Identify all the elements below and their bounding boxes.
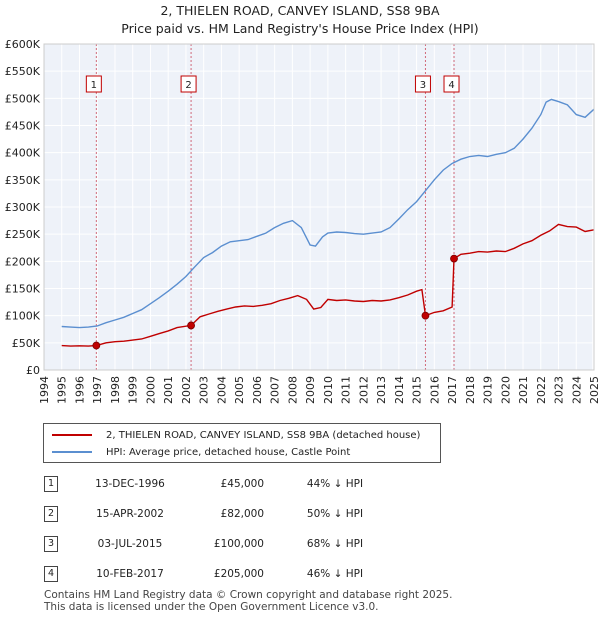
x-tick-label: 2022 (535, 376, 548, 404)
y-tick-label: £500K (5, 92, 41, 105)
x-tick-label: 2015 (411, 376, 424, 404)
sale-point (187, 321, 195, 330)
x-tick-label: 2007 (269, 376, 282, 404)
x-tick-label: 1998 (109, 376, 122, 404)
price-chart: £0 £50K £100K £150K £200K £250K £300K £350K £400… (5, 38, 600, 404)
sale-row: 3 03-JUL-2015 £100,000 68% ↓ HPI (40, 536, 560, 554)
sale-price: £205,000 (213, 568, 264, 580)
footer: Contains HM Land Registry data © Crown c… (44, 589, 452, 613)
sale-number: 2 (44, 506, 58, 522)
sale-marker-box (414, 75, 431, 93)
x-tick-label: 2009 (304, 376, 317, 404)
y-tick-label: £450K (5, 120, 41, 133)
sale-point (92, 341, 101, 350)
sale-price: £82,000 (220, 508, 264, 520)
y-tick-label: £150K (5, 283, 41, 296)
legend: 2, THIELEN ROAD, CANVEY ISLAND, SS8 9BA … (43, 423, 441, 463)
x-tick-label: 2017 (446, 376, 459, 404)
y-tick-label: £550K (5, 65, 41, 78)
sale-point (421, 311, 430, 320)
y-tick-label: £200K (5, 255, 41, 268)
x-tick-label: 2014 (393, 376, 406, 404)
legend-label-property: 2, THIELEN ROAD, CANVEY ISLAND, SS8 9BA … (106, 429, 421, 441)
sale-marker-box (443, 75, 460, 93)
y-tick-label: £300K (5, 201, 41, 214)
x-tick-label: 2005 (233, 376, 246, 404)
x-tick-label: 2000 (144, 376, 157, 404)
legend-item-hpi: HPI: Average price, detached house, Cast… (52, 444, 350, 460)
x-tick-label: 2001 (162, 376, 175, 404)
sale-hpi-diff: 68% ↓ HPI (306, 538, 364, 550)
x-tick-label: 2008 (286, 376, 299, 404)
x-tick-label: 2003 (198, 376, 211, 404)
x-tick-label: 1999 (127, 376, 140, 404)
y-tick-label: £600K (5, 38, 41, 51)
y-tick-label: £250K (5, 228, 41, 241)
sale-hpi-diff: 44% ↓ HPI (306, 478, 364, 490)
sale-row: 4 10-FEB-2017 £205,000 46% ↓ HPI (40, 566, 560, 584)
y-tick-label: £100K (5, 310, 41, 323)
x-tick-label: 2013 (375, 376, 388, 404)
sale-point (450, 254, 458, 263)
sale-hpi-diff: 50% ↓ HPI (306, 508, 364, 520)
footer-licence: This data is licensed under the Open Gov… (44, 601, 379, 613)
x-tick-label: 2019 (482, 376, 495, 404)
legend-label-hpi: HPI: Average price, detached house, Cast… (106, 446, 351, 458)
property-price-line (61, 223, 595, 347)
sale-marker-label: 1 (91, 80, 97, 91)
sale-date: 03-JUL-2015 (97, 538, 163, 550)
sale-date: 10-FEB-2017 (96, 568, 164, 580)
y-tick-label: £0 (26, 364, 40, 377)
sale-number: 4 (44, 566, 58, 582)
chart-title: 2, THIELEN ROAD, CANVEY ISLAND, SS8 9BA (160, 3, 440, 18)
sale-row: 2 15-APR-2002 £82,000 50% ↓ HPI (40, 506, 560, 524)
sale-hpi-diff: 46% ↓ HPI (306, 568, 364, 580)
x-tick-label: 2024 (570, 376, 583, 404)
sale-number: 1 (44, 476, 58, 492)
legend-swatch-property (52, 434, 92, 436)
x-tick-label: 2004 (215, 376, 228, 404)
x-tick-label: 2025 (588, 376, 600, 404)
sale-price: £45,000 (220, 478, 264, 490)
legend-swatch-hpi (52, 451, 92, 453)
hpi-line (61, 98, 595, 329)
sale-date: 15-APR-2002 (96, 508, 164, 520)
sale-date: 13-DEC-1996 (95, 478, 165, 490)
x-tick-label: 2023 (553, 376, 566, 404)
footer-copyright: Contains HM Land Registry data © Crown c… (44, 589, 453, 601)
x-tick-label: 2020 (499, 376, 512, 404)
chart-subtitle: Price paid vs. HM Land Registry's House … (121, 21, 479, 36)
future-region (592, 44, 594, 370)
x-tick-label: 1997 (91, 376, 104, 404)
x-tick-label: 2006 (251, 376, 264, 404)
x-tick-label: 2012 (357, 376, 370, 404)
x-tick-label: 1994 (38, 376, 51, 404)
sale-marker-label: 2 (185, 80, 191, 91)
sale-marker-box (180, 75, 197, 93)
sale-price: £100,000 (213, 538, 264, 550)
legend-item-property: 2, THIELEN ROAD, CANVEY ISLAND, SS8 9BA … (52, 427, 420, 443)
x-tick-label: 2021 (517, 376, 530, 404)
x-tick-label: 2018 (464, 376, 477, 404)
y-tick-label: £400K (5, 147, 41, 160)
x-tick-label: 1995 (56, 376, 69, 404)
sale-marker-label: 3 (420, 80, 426, 91)
sale-marker-label: 4 (448, 80, 454, 91)
sale-marker-box (85, 75, 102, 93)
x-tick-label: 1996 (73, 376, 86, 404)
y-tick-label: £50K (12, 337, 41, 350)
x-tick-label: 2011 (340, 376, 353, 404)
sale-row: 1 13-DEC-1996 £45,000 44% ↓ HPI (40, 476, 560, 494)
x-tick-label: 2010 (322, 376, 335, 404)
plot-border (43, 43, 595, 371)
x-tick-label: 2016 (428, 376, 441, 404)
y-tick-label: £350K (5, 174, 41, 187)
x-tick-label: 2002 (180, 376, 193, 404)
sale-number: 3 (44, 536, 58, 552)
